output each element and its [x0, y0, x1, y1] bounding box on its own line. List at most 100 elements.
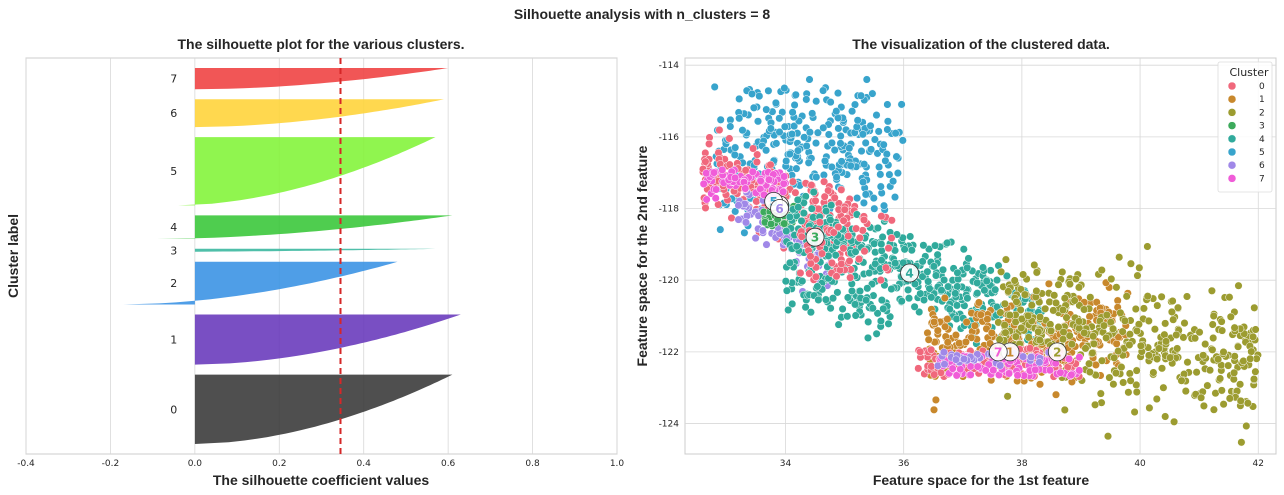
scatter-xlabel: Feature space for the 1st feature: [873, 472, 1090, 488]
point-cluster-0: [811, 196, 820, 205]
cluster-center-label: 1: [1006, 345, 1014, 359]
point-cluster-5: [819, 86, 828, 95]
point-cluster-5: [845, 144, 854, 153]
point-cluster-5: [805, 75, 814, 84]
point-cluster-4: [964, 254, 973, 263]
point-cluster-5: [872, 111, 881, 120]
point-cluster-4: [806, 308, 815, 317]
point-cluster-2: [1173, 303, 1183, 312]
point-cluster-0: [815, 218, 824, 227]
point-cluster-3: [780, 219, 789, 228]
point-cluster-4: [891, 259, 900, 268]
point-cluster-5: [790, 122, 799, 131]
point-cluster-2: [1058, 335, 1068, 344]
y-tick-label: -118: [659, 205, 680, 215]
cluster-center-marker: [1047, 342, 1067, 362]
point-cluster-2: [1062, 313, 1071, 322]
point-cluster-6: [959, 355, 969, 364]
point-cluster-6: [762, 240, 771, 249]
point-cluster-4: [933, 250, 942, 259]
point-cluster-0: [887, 233, 896, 243]
point-cluster-4: [919, 241, 928, 250]
point-cluster-2: [1126, 376, 1135, 385]
point-cluster-0: [725, 134, 734, 143]
cluster-label: 4: [170, 221, 177, 234]
point-cluster-2: [1181, 387, 1190, 396]
point-cluster-0: [820, 177, 829, 186]
point-cluster-1: [929, 405, 939, 414]
point-cluster-7: [709, 168, 719, 177]
point-cluster-4: [953, 268, 962, 277]
legend-label: 5: [1259, 148, 1265, 158]
point-cluster-5: [772, 139, 781, 148]
point-cluster-4: [978, 263, 988, 272]
point-cluster-0: [824, 186, 833, 195]
point-cluster-5: [804, 158, 813, 167]
point-cluster-5: [882, 150, 891, 159]
x-tick-label: 42: [1253, 459, 1264, 469]
legend-label: 0: [1259, 82, 1265, 92]
point-cluster-4: [900, 245, 909, 254]
point-cluster-2: [1000, 299, 1009, 308]
point-cluster-2: [1126, 259, 1135, 268]
point-cluster-4: [876, 316, 885, 326]
point-cluster-0: [727, 213, 736, 223]
point-cluster-5: [812, 97, 821, 106]
point-cluster-7: [1067, 370, 1076, 379]
silhouette-bands: [123, 68, 461, 444]
point-cluster-1: [930, 317, 939, 327]
point-cluster-2: [996, 308, 1005, 317]
point-cluster-2: [1161, 337, 1171, 346]
point-cluster-5: [802, 95, 811, 104]
point-cluster-2: [1195, 328, 1204, 337]
point-cluster-4: [864, 317, 873, 326]
silhouette-ylabel: Cluster label: [5, 214, 21, 298]
point-cluster-7: [779, 179, 788, 188]
point-cluster-5: [861, 190, 870, 199]
point-cluster-6: [1019, 352, 1028, 361]
point-cluster-2: [1144, 316, 1153, 325]
point-cluster-2: [1032, 268, 1041, 277]
point-cluster-5: [762, 146, 771, 155]
point-cluster-4: [879, 304, 888, 313]
point-cluster-2: [1117, 363, 1126, 372]
point-cluster-4: [924, 277, 933, 286]
point-cluster-2: [1219, 347, 1228, 357]
legend-marker: [1227, 160, 1237, 170]
point-cluster-0: [852, 224, 861, 233]
legend-marker: [1227, 108, 1237, 117]
x-tick-label: -0.4: [17, 459, 35, 469]
point-cluster-2: [1107, 274, 1116, 284]
point-cluster-2: [1150, 325, 1159, 334]
point-cluster-1: [970, 321, 979, 330]
scatter-title: The visualization of the clustered data.: [852, 36, 1110, 52]
point-cluster-1: [924, 335, 933, 344]
point-cluster-4: [918, 257, 927, 266]
point-cluster-4: [940, 275, 949, 285]
point-cluster-5: [861, 138, 870, 147]
point-cluster-4: [873, 223, 882, 233]
silhouette-band-cluster-2: [123, 261, 398, 305]
point-cluster-2: [1135, 263, 1144, 272]
point-cluster-5: [832, 107, 841, 116]
point-cluster-5: [771, 98, 780, 107]
silhouette-grid: [25, 58, 618, 454]
point-cluster-4: [788, 299, 797, 308]
point-cluster-2: [1001, 328, 1010, 337]
point-cluster-0: [881, 263, 890, 272]
x-tick-label: 34: [780, 459, 792, 469]
point-cluster-4: [887, 284, 896, 294]
x-tick-label: 38: [1016, 459, 1028, 469]
point-cluster-2: [1089, 339, 1098, 348]
point-cluster-7: [966, 370, 975, 379]
point-cluster-0: [741, 166, 750, 175]
point-cluster-7: [780, 172, 789, 181]
point-cluster-5: [853, 116, 862, 125]
point-cluster-2: [1108, 324, 1118, 333]
point-cluster-2: [1239, 356, 1248, 366]
point-cluster-2: [1217, 386, 1226, 395]
point-cluster-7: [741, 184, 750, 193]
point-cluster-4: [952, 301, 962, 310]
point-cluster-2: [1132, 366, 1141, 375]
point-cluster-0: [827, 258, 836, 267]
